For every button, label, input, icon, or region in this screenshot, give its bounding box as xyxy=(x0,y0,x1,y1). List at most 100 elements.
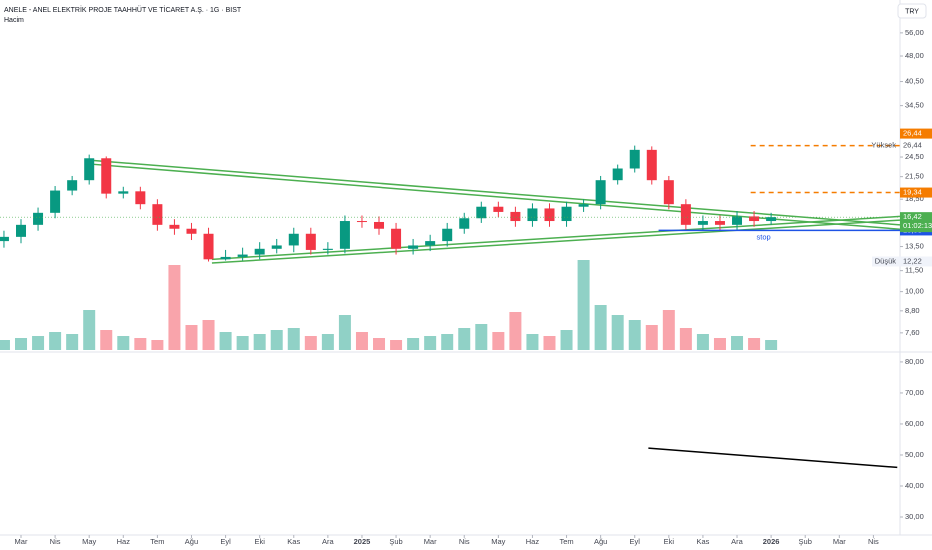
candle-body xyxy=(322,248,333,250)
currency-label[interactable]: TRY xyxy=(905,8,919,15)
volume-bar xyxy=(731,336,744,350)
candle-body xyxy=(237,254,248,257)
candle-body xyxy=(663,180,674,205)
currency-button[interactable] xyxy=(897,3,927,19)
price-label-box xyxy=(900,187,932,198)
low-name: Düşük xyxy=(875,257,897,266)
volume-bar xyxy=(526,334,539,350)
last-price: 16,42 xyxy=(903,212,922,221)
trend-line xyxy=(211,219,901,264)
volume-bar xyxy=(321,334,334,350)
volume-bar xyxy=(355,332,368,350)
x-tick-label: Eki xyxy=(664,537,675,546)
candle-body xyxy=(254,248,265,255)
volume-bar xyxy=(594,305,607,350)
x-tick-label: Kas xyxy=(696,537,709,546)
candle-body xyxy=(493,206,504,212)
y-tick-label: 50,00 xyxy=(905,450,924,459)
indicator-name: Hacim xyxy=(4,17,24,24)
candle-body xyxy=(391,228,402,249)
x-tick-label: Kas xyxy=(287,537,300,546)
candle-body xyxy=(67,180,78,191)
candle-body xyxy=(408,245,419,249)
y-tick-label: 60,00 xyxy=(905,419,924,428)
y-tick-label: 18,50 xyxy=(905,194,924,203)
volume-bar xyxy=(390,340,403,350)
x-tick-label: 2026 xyxy=(763,537,780,546)
last-price-box xyxy=(900,212,932,233)
x-tick-label: Tem xyxy=(150,537,164,546)
y-tick-label: 40,00 xyxy=(905,481,924,490)
candle-body xyxy=(135,191,146,205)
x-tick-label: Nis xyxy=(459,537,470,546)
volume-bar xyxy=(696,334,709,350)
y-tick-label: 48,00 xyxy=(905,51,924,60)
x-tick-label: Ağu xyxy=(594,537,607,546)
trend-line xyxy=(88,159,901,226)
candle-body xyxy=(510,211,521,222)
price-label: 19,34 xyxy=(903,188,922,197)
volume-bar xyxy=(338,315,351,350)
candle-body xyxy=(459,218,470,229)
y-tick-label: 34,50 xyxy=(905,101,924,110)
volume-bar xyxy=(509,312,522,350)
candle-body xyxy=(374,221,385,229)
volume-bar xyxy=(373,338,386,350)
y-tick-label: 80,00 xyxy=(905,357,924,366)
volume-bar xyxy=(628,320,641,350)
high-value: 26,44 xyxy=(903,141,922,150)
x-tick-label: Tem xyxy=(559,537,573,546)
volume-bar xyxy=(475,324,488,350)
volume-bar xyxy=(560,330,573,350)
candle-body xyxy=(33,212,44,225)
y-tick-label: 21,50 xyxy=(905,172,924,181)
x-tick-label: Nis xyxy=(50,537,61,546)
volume-bar xyxy=(424,336,437,350)
x-tick-label: Eyl xyxy=(630,537,641,546)
candle-body xyxy=(714,221,725,225)
volume-bar xyxy=(253,334,266,350)
volume-bar xyxy=(543,336,556,350)
y-tick-label: 8,80 xyxy=(905,306,920,315)
candle-body xyxy=(697,221,708,225)
low-box xyxy=(872,256,932,267)
x-tick-label: Mar xyxy=(833,537,846,546)
volume-bar xyxy=(32,336,45,350)
candle-body xyxy=(169,224,180,229)
candle-body xyxy=(84,158,95,181)
volume-bar xyxy=(49,332,62,350)
price-label: 26,44 xyxy=(903,129,922,138)
x-tick-label: 2025 xyxy=(354,537,371,546)
candle-body xyxy=(101,158,112,194)
volume-bar xyxy=(645,325,658,350)
candle-body xyxy=(152,204,163,225)
candle-body xyxy=(203,233,214,260)
volume-bar xyxy=(15,338,28,350)
candle-body xyxy=(544,208,555,222)
price-label-box xyxy=(900,128,932,139)
candle-body xyxy=(629,149,640,169)
volume-bar xyxy=(151,340,164,350)
candle-body xyxy=(220,256,231,260)
x-tick-label: Mar xyxy=(15,537,28,546)
volume-bar xyxy=(185,325,198,350)
trend-line xyxy=(211,215,901,261)
candle-body xyxy=(288,233,299,246)
y-tick-label: 70,00 xyxy=(905,388,924,397)
y-tick-label: 56,00 xyxy=(905,28,924,37)
y-tick-label: 7,60 xyxy=(905,328,920,337)
candle-body xyxy=(612,168,623,181)
volume-bar xyxy=(168,265,181,350)
candle-body xyxy=(732,216,743,225)
candle-body xyxy=(305,233,316,250)
candle-body xyxy=(50,190,61,213)
volume-bar xyxy=(441,334,454,350)
volume-bar xyxy=(304,336,317,350)
volume-bar xyxy=(577,260,590,350)
candle-body xyxy=(186,228,197,234)
candle-body xyxy=(680,204,691,225)
candle-body xyxy=(425,241,436,246)
volume-bar xyxy=(713,338,726,350)
volume-bar xyxy=(66,334,79,350)
